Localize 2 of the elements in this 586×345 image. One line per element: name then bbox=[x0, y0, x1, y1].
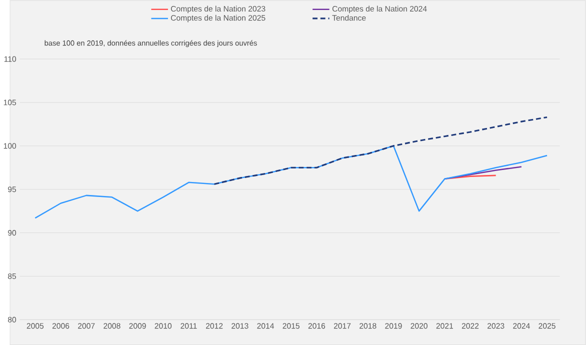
line-series bbox=[444, 166, 522, 180]
line-series bbox=[34, 145, 548, 219]
